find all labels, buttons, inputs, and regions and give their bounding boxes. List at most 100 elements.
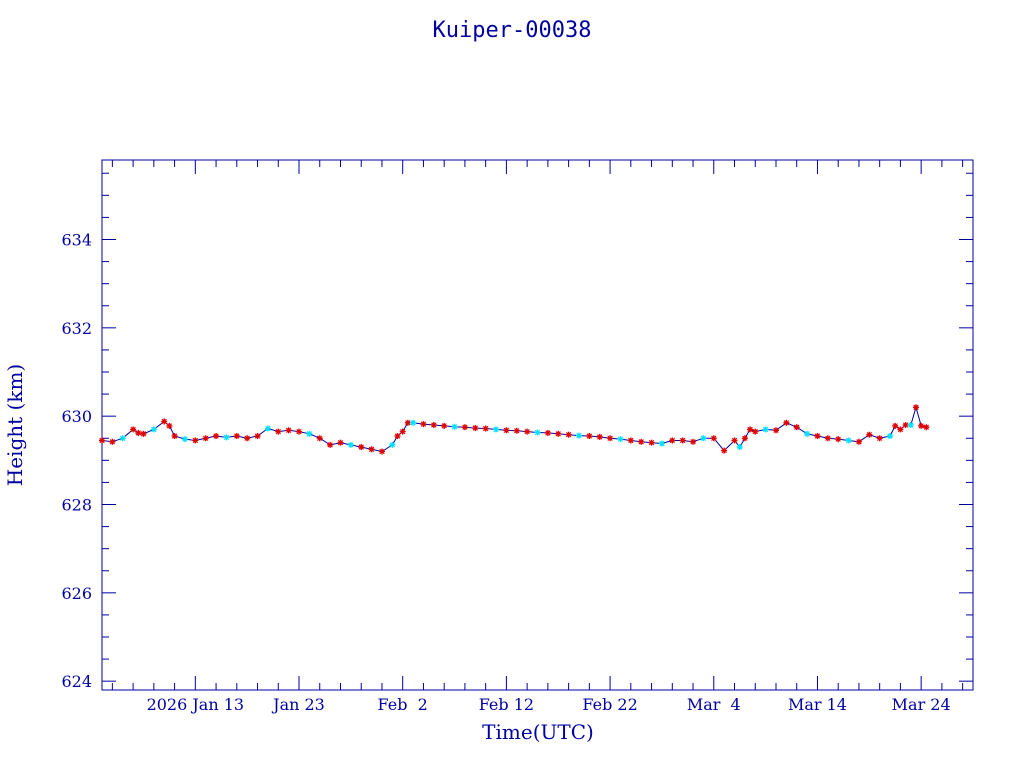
data-point-red — [430, 422, 437, 428]
data-point-cyan — [264, 425, 271, 432]
series-layer — [99, 404, 930, 455]
y-tick-label: 624 — [61, 672, 92, 691]
data-point-red — [669, 437, 676, 444]
data-point-red — [648, 439, 655, 446]
data-point-red — [420, 421, 427, 428]
data-point-cyan — [736, 444, 743, 451]
y-tick-label: 632 — [61, 319, 92, 338]
data-point-cyan — [845, 437, 852, 444]
data-point-red — [368, 446, 375, 453]
data-point-red — [912, 404, 919, 411]
data-point-red — [254, 433, 261, 440]
data-point-red — [741, 435, 748, 442]
data-point-red — [394, 433, 401, 440]
data-point-red — [285, 427, 292, 434]
data-point-red — [793, 424, 800, 431]
data-point-red — [892, 422, 899, 429]
data-point-cyan — [181, 436, 188, 443]
x-tick-label: Mar 24 — [892, 695, 951, 714]
data-point-red — [555, 430, 562, 437]
data-point-red — [135, 429, 142, 436]
data-point-red — [399, 428, 406, 435]
data-point-red — [679, 437, 686, 444]
data-point-red — [130, 426, 137, 433]
data-point-red — [752, 428, 759, 435]
data-point-red — [244, 435, 251, 442]
data-point-red — [192, 437, 199, 444]
data-point-cyan — [907, 422, 914, 428]
data-point-red — [296, 428, 303, 435]
x-tick-label: Mar 14 — [788, 695, 847, 714]
data-point-red — [876, 435, 883, 442]
data-point-cyan — [150, 426, 157, 433]
data-point-red — [378, 448, 385, 455]
x-tick-label: 2026 Jan 13 — [147, 695, 245, 714]
data-point-red — [814, 433, 821, 440]
data-point-cyan — [804, 430, 811, 437]
data-point-red — [565, 431, 572, 438]
series-line — [101, 405, 927, 453]
data-point-red — [586, 433, 593, 440]
data-point-cyan — [389, 441, 396, 448]
y-tick-label: 634 — [61, 231, 92, 250]
y-tick-label: 626 — [61, 584, 92, 603]
x-tick-label: Jan 23 — [271, 695, 325, 714]
data-point-red — [627, 437, 634, 444]
data-point-red — [472, 425, 479, 432]
data-point-red — [747, 426, 754, 433]
data-point-red — [316, 435, 323, 442]
data-point-cyan — [617, 436, 624, 443]
data-point-red — [607, 435, 614, 442]
y-axis-label: Height (km) — [3, 364, 27, 486]
data-point-cyan — [347, 441, 354, 448]
data-point-cyan — [762, 426, 769, 433]
data-point-red — [109, 438, 116, 445]
data-point-red — [731, 437, 738, 444]
data-point-cyan — [658, 440, 665, 447]
data-point-red — [233, 433, 240, 440]
data-point-red — [441, 422, 448, 429]
y-axis: 624 626 628 630 632 634 — [61, 172, 973, 691]
data-point-red — [213, 433, 220, 440]
data-point-cyan — [534, 429, 541, 436]
x-axis-label: Time(UTC) — [482, 720, 594, 744]
data-point-red — [835, 436, 842, 443]
data-point-red — [503, 427, 510, 434]
data-point-red — [638, 438, 645, 445]
data-point-red — [202, 435, 209, 442]
data-point-red — [337, 439, 344, 446]
data-point-red — [166, 422, 173, 429]
data-point-cyan — [306, 430, 313, 437]
data-point-red — [524, 428, 531, 435]
data-point-red — [918, 422, 925, 429]
data-point-red — [161, 418, 168, 425]
data-point-red — [140, 430, 147, 437]
data-point-red — [923, 424, 930, 431]
data-point-red — [710, 435, 717, 442]
data-point-cyan — [223, 434, 230, 441]
data-point-red — [461, 424, 468, 431]
data-point-red — [171, 433, 178, 440]
data-point-cyan — [493, 426, 500, 433]
data-point-cyan — [700, 435, 707, 442]
y-tick-label: 628 — [61, 496, 92, 515]
data-point-red — [855, 438, 862, 445]
data-point-cyan — [410, 419, 417, 426]
plot-frame — [101, 159, 974, 691]
data-point-red — [824, 435, 831, 442]
x-tick-label: Feb 12 — [479, 695, 534, 714]
data-point-red — [866, 431, 873, 438]
y-tick-label: 630 — [61, 407, 92, 426]
data-point-red — [404, 419, 411, 426]
data-point-red — [897, 426, 904, 433]
x-tick-label: Mar 4 — [687, 695, 741, 714]
x-tick-label: Feb 22 — [582, 695, 637, 714]
data-point-red — [690, 438, 697, 445]
data-point-red — [482, 425, 489, 432]
x-axis: 2026 Jan 13 Jan 23 Feb 2 Feb 12 Feb 22 Mar 4 M… — [111, 160, 964, 714]
data-point-cyan — [119, 435, 126, 442]
x-tick-label: Feb 2 — [378, 695, 428, 714]
data-point-red — [772, 427, 779, 434]
data-point-red — [902, 422, 909, 428]
